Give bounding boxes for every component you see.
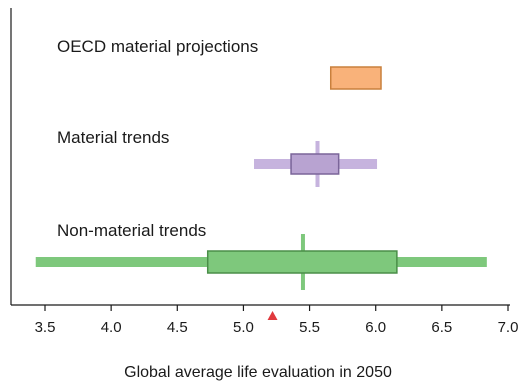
series-label: Non-material trends <box>57 221 206 240</box>
x-axis-title: Global average life evaluation in 2050 <box>124 364 392 381</box>
plot-area <box>35 66 487 290</box>
x-tick-label: 6.0 <box>365 319 386 336</box>
reference-marker-icon <box>267 311 278 320</box>
x-tick-label: 6.5 <box>431 319 452 336</box>
iqr-box <box>290 153 340 175</box>
x-tick-label: 4.5 <box>167 319 188 336</box>
x-tick-label: 7.0 <box>498 319 519 336</box>
x-tick-label: 3.5 <box>35 319 56 336</box>
x-tick-label: 5.5 <box>299 319 320 336</box>
series-label: Material trends <box>57 128 169 147</box>
series-3 <box>35 234 487 290</box>
x-tick-label: 5.0 <box>233 319 254 336</box>
iqr-box <box>329 66 382 90</box>
series-label: OECD material projections <box>57 37 258 56</box>
series-1 <box>329 66 382 90</box>
series-labels: OECD material projections Material trends… <box>57 37 258 240</box>
iqr-box <box>206 250 398 274</box>
series-2 <box>254 141 378 187</box>
x-axis-ticks: 3.5 4.0 4.5 5.0 5.5 6.0 6.5 7.0 <box>35 305 519 336</box>
x-tick-label: 4.0 <box>101 319 122 336</box>
